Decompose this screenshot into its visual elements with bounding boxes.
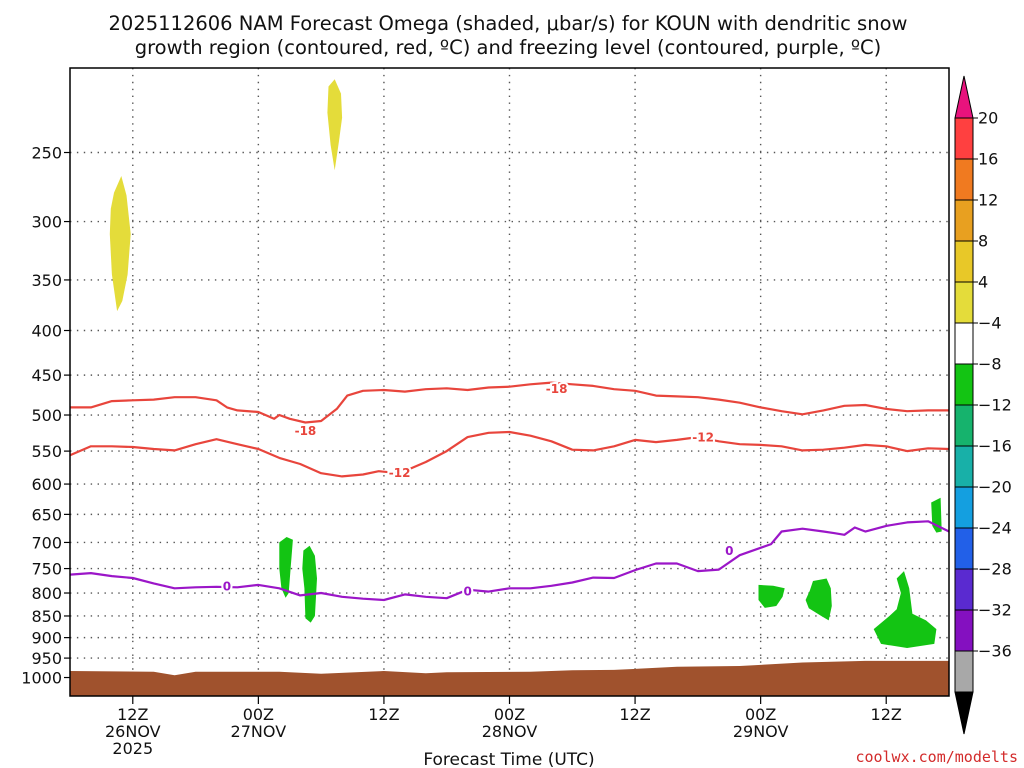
contour-label-1-0: -12 xyxy=(389,466,411,480)
colorbar-tick-label-3: 8 xyxy=(978,232,988,251)
terrain-fill xyxy=(70,660,949,696)
colorbar-tick-label-10: −24 xyxy=(978,519,1012,538)
contour-label-2-2: 0 xyxy=(725,544,733,558)
colorbar-tick-label-0: 20 xyxy=(978,109,998,128)
y-tick-label-850: 850 xyxy=(31,607,62,626)
colorbar-tick-label-5: −4 xyxy=(978,314,1002,333)
colorbar-band-4 xyxy=(954,281,974,324)
colorbar-band-6 xyxy=(954,363,974,406)
chart-title-line-2: growth region (contoured, red, ºC) and f… xyxy=(135,36,882,59)
omega-region-5 xyxy=(805,578,832,621)
colorbar: 20 16 12 8 4 −4 −8 −12 −16 −20 −24 −28 −32 −36 xyxy=(954,75,1012,735)
terrain-layer xyxy=(70,660,949,696)
contour-label-0-1: -18 xyxy=(546,382,568,396)
omega-region-1 xyxy=(327,79,343,171)
colorbar-tick-label-8: −16 xyxy=(978,437,1012,456)
colorbar-tick-label-2: 12 xyxy=(978,191,998,210)
x-tick-label-18-1: 27NOV xyxy=(231,722,287,741)
x-tick-label-6-1: 26NOV xyxy=(105,722,161,741)
contour-line-0 xyxy=(70,381,949,424)
y-tick-label-500: 500 xyxy=(31,406,62,425)
colorbar-band-5 xyxy=(954,322,974,365)
y-axis-ticks: 250 300 350 400 450 500 550 600 650 700 750 800 850 9… xyxy=(21,144,70,688)
x-tick-label-18-0: 00Z xyxy=(243,705,274,724)
chart-title-line-1: 2025112606 NAM Forecast Omega (shaded, μ… xyxy=(109,12,908,35)
contour-label-2-0: 0 xyxy=(223,579,231,593)
colorbar-band-9 xyxy=(954,486,974,529)
colorbar-band-11 xyxy=(954,568,974,611)
y-tick-label-1000: 1000 xyxy=(21,669,62,688)
x-tick-label-30-0: 12Z xyxy=(368,705,399,724)
colorbar-band-10 xyxy=(954,527,974,570)
y-tick-label-450: 450 xyxy=(31,366,62,385)
y-tick-label-650: 650 xyxy=(31,505,62,524)
omega-region-3 xyxy=(302,545,317,623)
colorbar-band-13 xyxy=(954,650,974,693)
colorbar-tick-label-1: 16 xyxy=(978,150,998,169)
colorbar-tick-label-7: −12 xyxy=(978,396,1012,415)
contour-line-2 xyxy=(69,520,950,602)
omega-shading xyxy=(109,79,942,648)
y-tick-label-550: 550 xyxy=(31,442,62,461)
x-tick-label-42-1: 28NOV xyxy=(482,722,538,741)
colorbar-tick-label-4: 4 xyxy=(978,273,988,292)
colorbar-band-7 xyxy=(954,404,974,447)
colorbar-band-0 xyxy=(954,117,974,160)
y-tick-label-350: 350 xyxy=(31,271,62,290)
colorbar-tick-label-9: −20 xyxy=(978,478,1012,497)
contour-labels: -18 -18 -12 -12 0 0 0 xyxy=(221,380,736,601)
contour-label-1-1: -12 xyxy=(692,431,714,445)
y-tick-label-400: 400 xyxy=(31,322,62,341)
colorbar-tick-label-6: −8 xyxy=(978,355,1002,374)
contour-label-0-0: -18 xyxy=(295,424,317,438)
y-tick-label-600: 600 xyxy=(31,475,62,494)
colorbar-band-3 xyxy=(954,240,974,283)
y-tick-label-800: 800 xyxy=(31,584,62,603)
x-tick-label-66-0: 00Z xyxy=(745,705,776,724)
colorbar-band-12 xyxy=(954,609,974,652)
contour-label-2-1: 0 xyxy=(463,585,471,599)
colorbar-band-1 xyxy=(954,158,974,201)
colorbar-top-arrow xyxy=(954,75,974,119)
x-tick-label-54-0: 12Z xyxy=(619,705,650,724)
site-credit: coolwx.com/modelts xyxy=(855,748,1018,766)
x-axis-label: Forecast Time (UTC) xyxy=(423,750,594,768)
colorbar-band-2 xyxy=(954,199,974,242)
colorbar-band-8 xyxy=(954,445,974,488)
omega-region-0 xyxy=(109,176,131,312)
omega-region-4 xyxy=(758,584,785,608)
y-tick-label-300: 300 xyxy=(31,213,62,232)
x-tick-label-6-0: 12Z xyxy=(117,705,148,724)
x-tick-label-66-1: 29NOV xyxy=(733,722,789,741)
x-tick-label-42-0: 00Z xyxy=(494,705,525,724)
colorbar-tick-label-13: −36 xyxy=(978,642,1012,661)
omega-region-2 xyxy=(279,537,293,598)
x-tick-label-78-0: 12Z xyxy=(871,705,902,724)
y-tick-label-950: 950 xyxy=(31,649,62,668)
x-tick-label-6-2: 2025 xyxy=(112,739,153,758)
y-tick-label-700: 700 xyxy=(31,533,62,552)
colorbar-tick-label-12: −32 xyxy=(978,601,1012,620)
y-tick-label-250: 250 xyxy=(31,144,62,163)
omega-region-6 xyxy=(873,571,937,648)
colorbar-tick-label-11: −28 xyxy=(978,560,1012,579)
contour-line-1 xyxy=(69,430,950,478)
y-tick-label-750: 750 xyxy=(31,560,62,579)
contour-lines xyxy=(69,381,950,602)
y-tick-label-900: 900 xyxy=(31,629,62,648)
colorbar-bottom-arrow xyxy=(954,691,974,735)
